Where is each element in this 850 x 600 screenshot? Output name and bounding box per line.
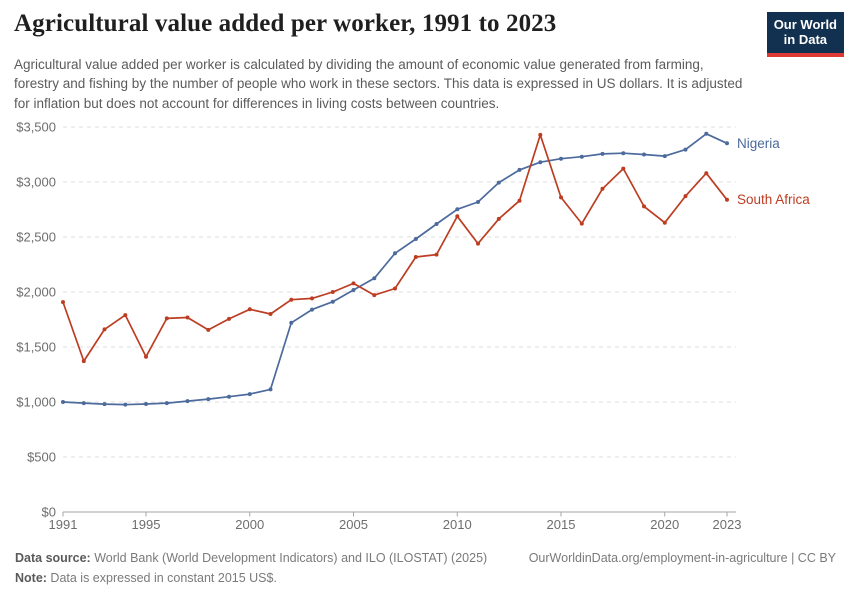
chart-subtitle: Agricultural value added per worker is c…: [14, 57, 743, 111]
series-line-south-africa: [61, 132, 729, 364]
svg-text:$2,000: $2,000: [16, 285, 56, 300]
svg-text:1995: 1995: [132, 517, 161, 532]
owid-logo-line2: in Data: [783, 32, 828, 48]
x-axis: 1991 1995 2000 2005 2010 2015 2020 2023: [49, 512, 742, 532]
svg-text:$1,000: $1,000: [16, 395, 56, 410]
data-source-text: World Bank (World Development Indicators…: [90, 551, 488, 565]
svg-text:$500: $500: [27, 450, 56, 465]
series-label-nigeria[interactable]: Nigeria: [737, 136, 780, 151]
series-label-south-africa[interactable]: South Africa: [737, 192, 810, 207]
svg-text:$3,500: $3,500: [16, 120, 56, 135]
svg-text:$0: $0: [42, 505, 56, 520]
owid-logo-line1: Our World: [773, 17, 837, 32]
series-line-nigeria: [61, 131, 729, 407]
note-line: Note: Data is expressed in constant 2015…: [15, 568, 277, 588]
footer-citation-link[interactable]: OurWorldinData.org/employment-in-agricul…: [528, 551, 836, 565]
svg-text:2000: 2000: [235, 517, 264, 532]
note-text: Data is expressed in constant 2015 US$.: [46, 571, 277, 585]
y-gridlines: $0 $500 $1,000 $1,500 $2,000 $2,500 $3,000 $3,5…: [16, 120, 736, 520]
data-source-line: Data source: World Bank (World Developme…: [15, 548, 487, 568]
svg-text:$3,000: $3,000: [16, 175, 56, 190]
note-label: Note:: [15, 571, 47, 585]
owid-logo[interactable]: Our World in Data: [766, 12, 844, 57]
svg-text:2005: 2005: [339, 517, 368, 532]
svg-text:2023: 2023: [713, 517, 742, 532]
svg-text:$2,500: $2,500: [16, 230, 56, 245]
chart-footer: Data source: World Bank (World Developme…: [15, 548, 836, 588]
svg-text:2010: 2010: [443, 517, 472, 532]
page-title: Agricultural value added per worker, 199…: [14, 10, 557, 37]
svg-text:$1,500: $1,500: [16, 340, 56, 355]
svg-text:2015: 2015: [547, 517, 576, 532]
svg-text:1991: 1991: [49, 517, 78, 532]
data-source-label: Data source:: [15, 551, 91, 565]
svg-text:2020: 2020: [650, 517, 679, 532]
